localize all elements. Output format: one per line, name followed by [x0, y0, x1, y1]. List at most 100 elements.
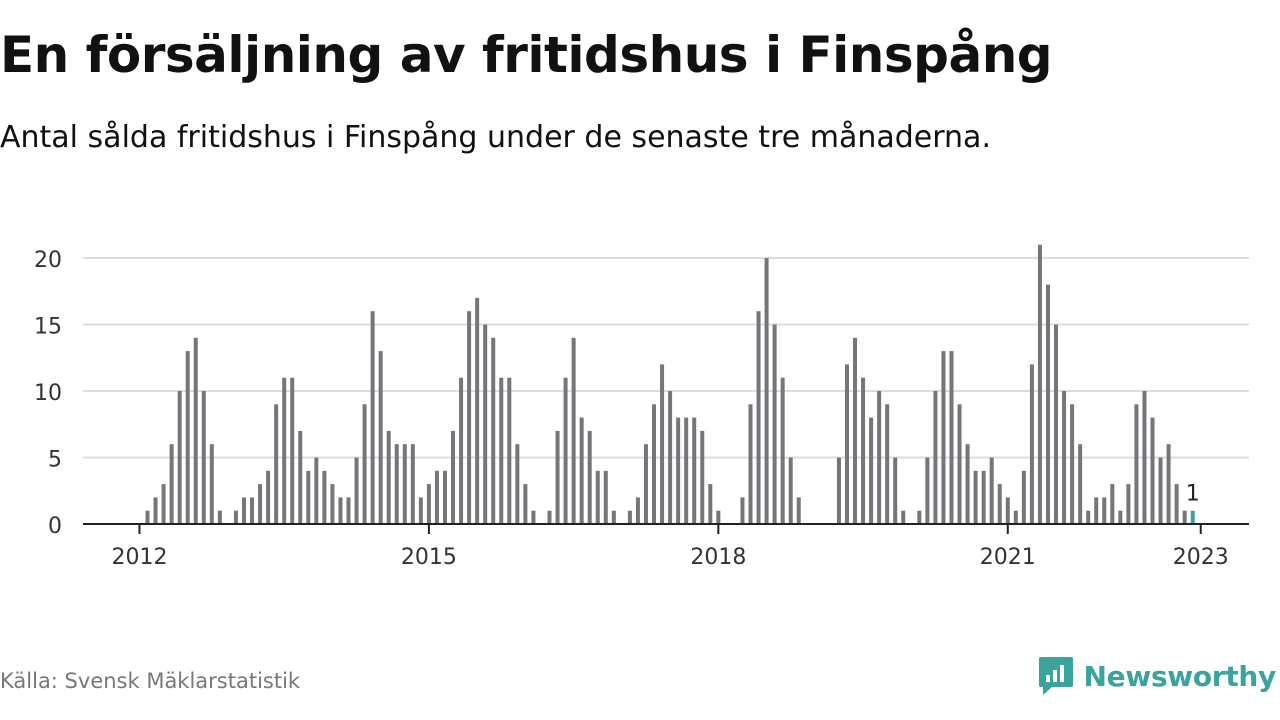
- bar: [241, 497, 246, 524]
- bar: [1102, 497, 1107, 524]
- bar: [861, 377, 866, 524]
- bar: [611, 510, 616, 524]
- chart-title: En försäljning av fritidshus i Finspång: [0, 26, 1053, 84]
- bar: [410, 444, 415, 524]
- bar: [507, 377, 512, 524]
- bar: [442, 470, 447, 524]
- bar: [515, 444, 520, 524]
- bar: [844, 364, 849, 524]
- bar: [676, 417, 681, 524]
- bar: [788, 457, 793, 524]
- bar: [354, 457, 359, 524]
- x-tick-label: 2018: [690, 545, 746, 570]
- bar: [1094, 497, 1099, 524]
- bar: [266, 470, 271, 524]
- bar: [869, 417, 874, 524]
- bar: [1013, 510, 1018, 524]
- y-tick-label: 5: [48, 448, 62, 473]
- bar: [1166, 444, 1171, 524]
- bar: [692, 417, 697, 524]
- bar: [467, 311, 472, 524]
- bar: [233, 510, 238, 524]
- bar: [394, 444, 399, 524]
- highlight-value-label: 1: [1186, 482, 1200, 507]
- bar: [700, 430, 705, 524]
- bar: [499, 377, 504, 524]
- bar: [1054, 324, 1059, 524]
- bar: [853, 337, 858, 524]
- bar: [145, 510, 150, 524]
- bar: [660, 364, 665, 524]
- bar: [153, 497, 158, 524]
- bar: [780, 377, 785, 524]
- bar: [893, 457, 898, 524]
- bar: [378, 351, 383, 524]
- bar: [1021, 470, 1026, 524]
- y-tick-label: 15: [34, 315, 62, 340]
- bar: [740, 497, 745, 524]
- newsworthy-logo-icon: [1038, 657, 1073, 695]
- bar: [997, 484, 1002, 524]
- bar: [547, 510, 552, 524]
- bar: [652, 404, 657, 524]
- bar: [1182, 510, 1187, 524]
- bar: [555, 430, 560, 524]
- bar: [306, 470, 311, 524]
- bar: [1150, 417, 1155, 524]
- bar: [668, 391, 673, 524]
- bar: [209, 444, 214, 524]
- bar: [877, 391, 882, 524]
- bar: [1045, 284, 1050, 524]
- bar: [362, 404, 367, 524]
- bar: [836, 457, 841, 524]
- bar: [957, 404, 962, 524]
- bar: [282, 377, 287, 524]
- bar: [459, 377, 464, 524]
- y-tick-label: 10: [34, 381, 62, 406]
- bar: [298, 430, 303, 524]
- bar: [1126, 484, 1131, 524]
- x-tick-label: 2012: [111, 545, 167, 570]
- bar: [177, 391, 182, 524]
- bar: [587, 430, 592, 524]
- bar: [169, 444, 174, 524]
- bar: [475, 297, 480, 524]
- x-tick-label: 2021: [980, 545, 1036, 570]
- bar: [708, 484, 713, 524]
- bar: [330, 484, 335, 524]
- bar: [901, 510, 906, 524]
- bar: [917, 510, 922, 524]
- bar: [418, 497, 423, 524]
- bar: [1037, 244, 1042, 524]
- source-note: Källa: Svensk Mäklarstatistik: [0, 669, 301, 693]
- bar: [571, 337, 576, 524]
- bar: [370, 311, 375, 524]
- bar: [274, 404, 279, 524]
- bar: [386, 430, 391, 524]
- bar: [989, 457, 994, 524]
- bar: [434, 470, 439, 524]
- bar: [1110, 484, 1115, 524]
- bar: [1070, 404, 1075, 524]
- bar: [523, 484, 528, 524]
- bar: [161, 484, 166, 524]
- bar: [314, 457, 319, 524]
- bar: [1062, 391, 1067, 524]
- bar: [748, 404, 753, 524]
- bar: [1086, 510, 1091, 524]
- bar: [885, 404, 890, 524]
- bar: [1078, 444, 1083, 524]
- bar: [483, 324, 488, 524]
- bar-highlight: [1190, 510, 1195, 524]
- bar: [772, 324, 777, 524]
- bar: [643, 444, 648, 524]
- bar: [1134, 404, 1139, 524]
- bar: [290, 377, 295, 524]
- bar: [258, 484, 263, 524]
- bar: [925, 457, 930, 524]
- bar: [193, 337, 198, 524]
- chart-subtitle: Antal sålda fritidshus i Finspång under …: [0, 120, 991, 155]
- bar: [965, 444, 970, 524]
- bar: [796, 497, 801, 524]
- bar: [933, 391, 938, 524]
